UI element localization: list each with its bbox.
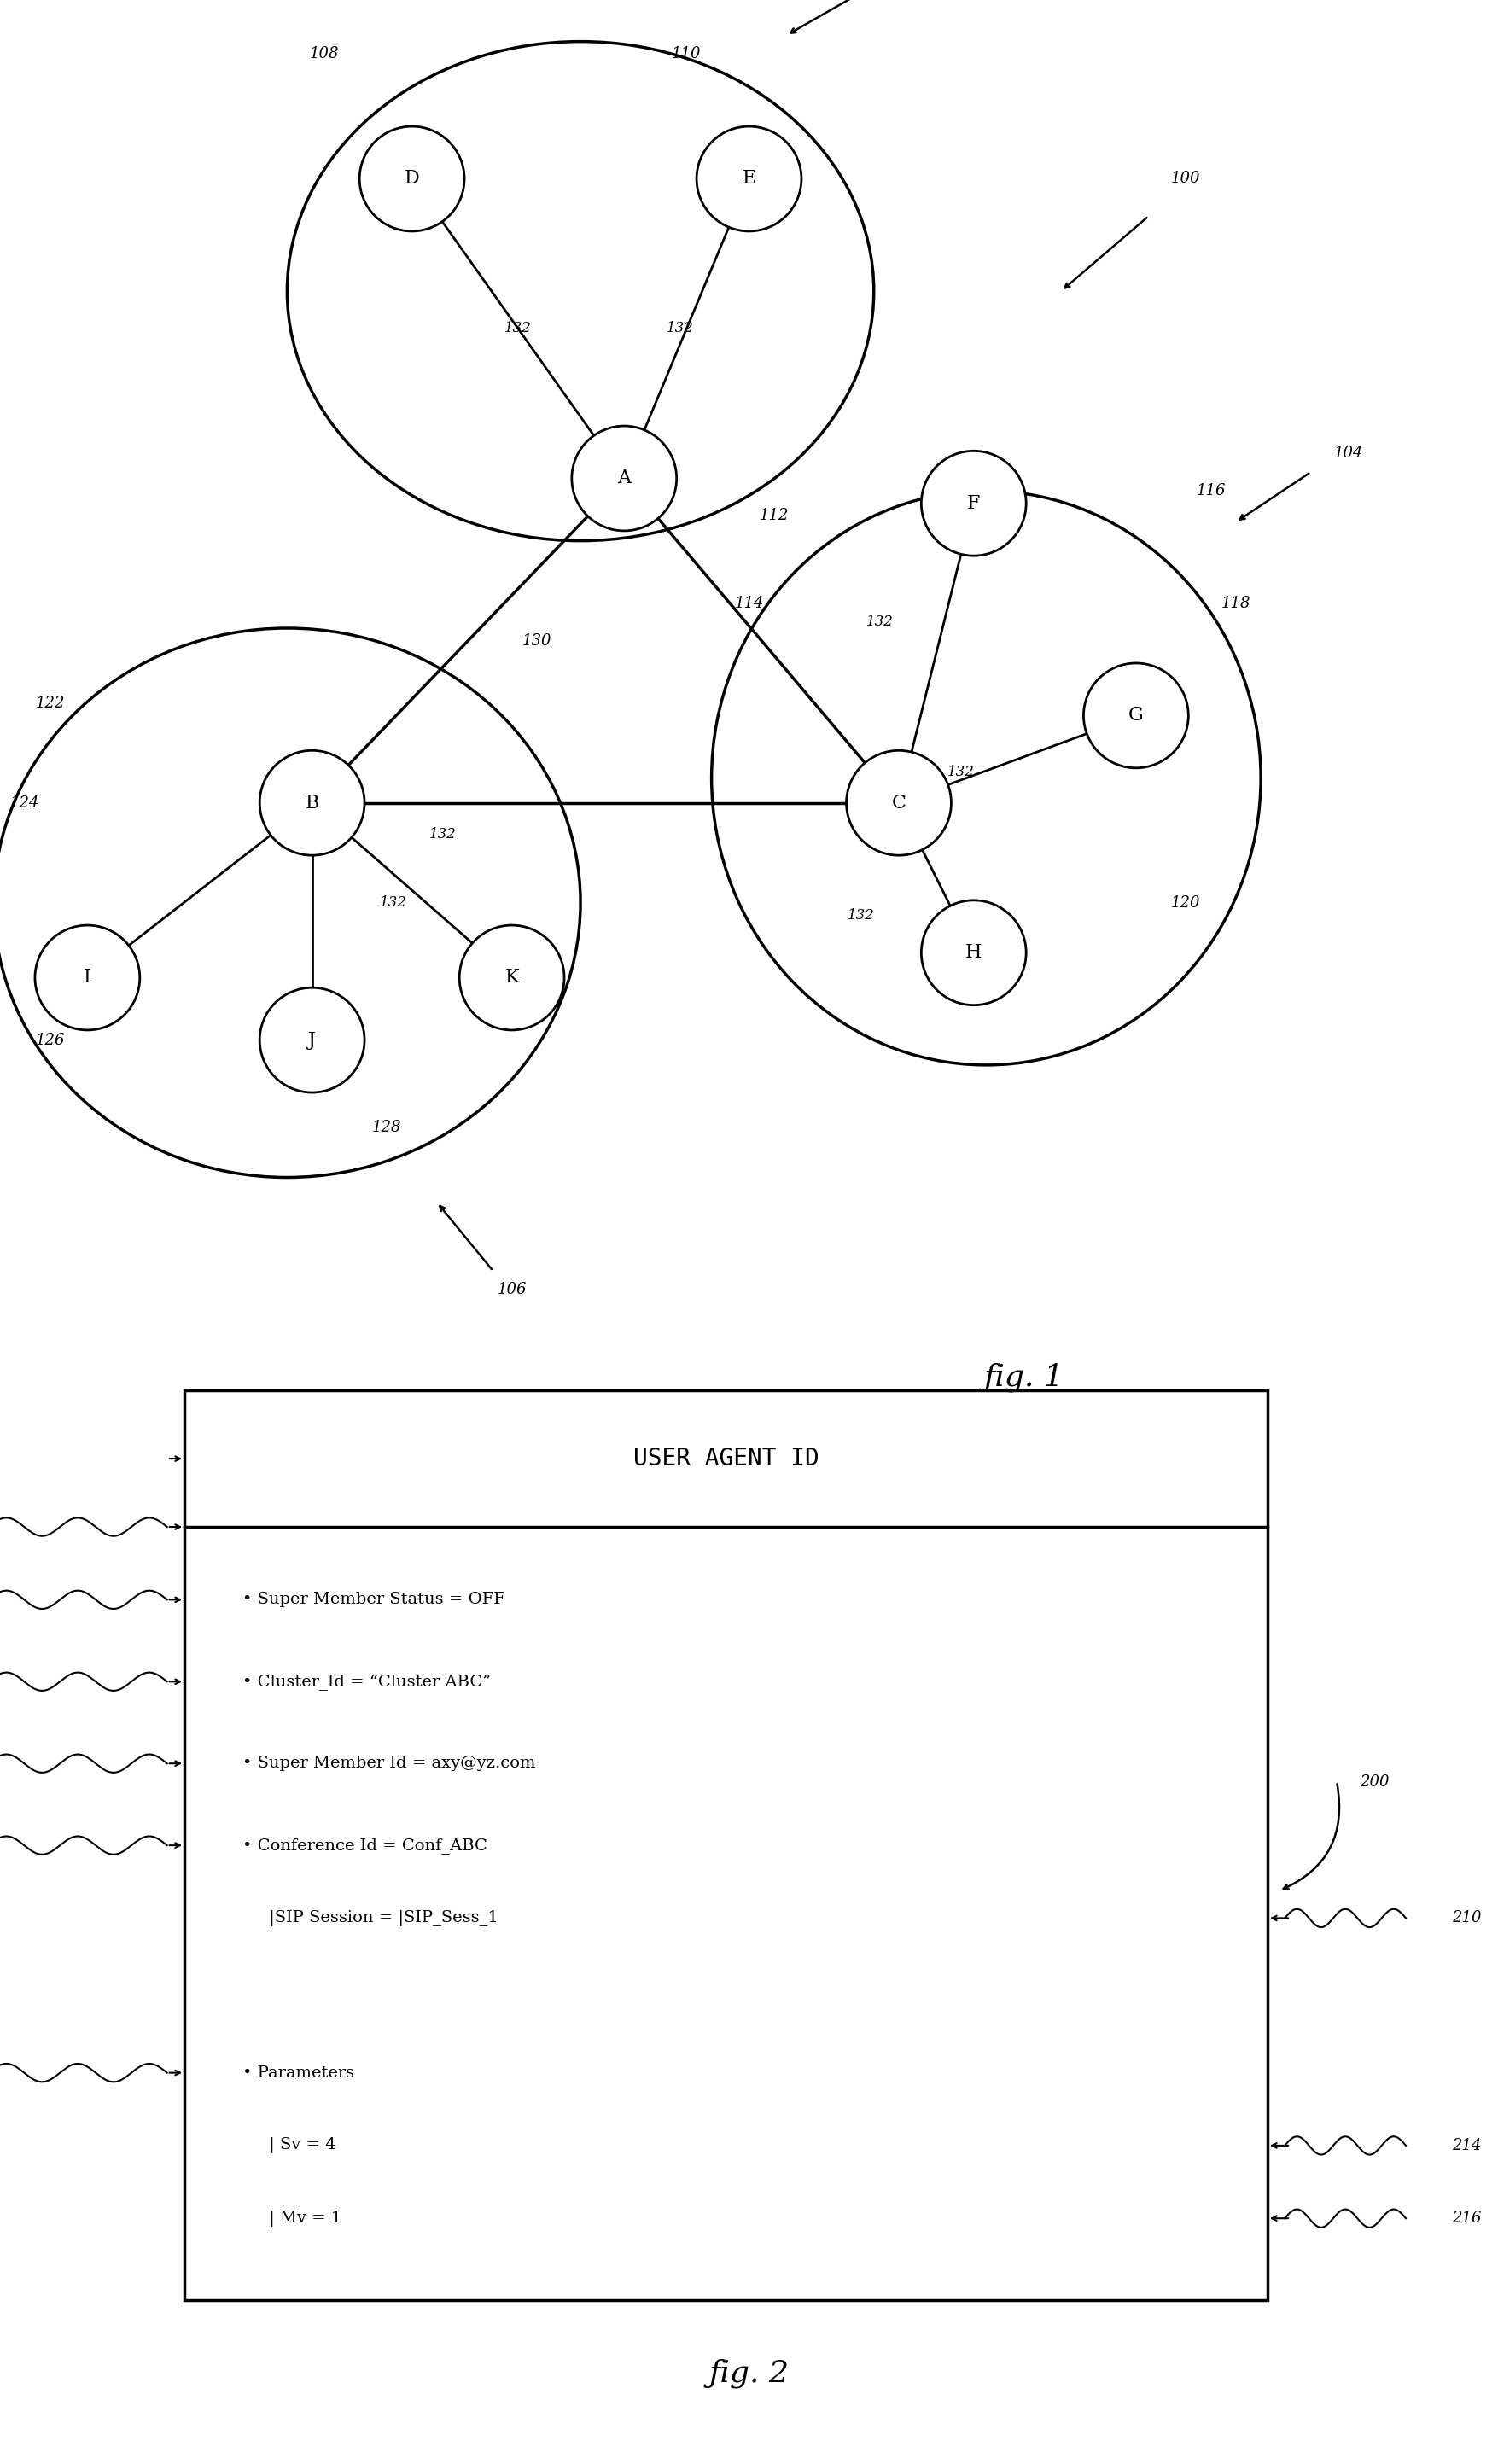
Text: 214: 214 — [1452, 2139, 1482, 2154]
Text: 132: 132 — [848, 909, 875, 922]
Circle shape — [921, 899, 1026, 1005]
Text: E: E — [742, 170, 756, 187]
Text: 216: 216 — [1452, 2210, 1482, 2225]
Text: J: J — [309, 1030, 316, 1050]
Text: USER AGENT ID: USER AGENT ID — [634, 1446, 819, 1471]
Text: 130: 130 — [523, 633, 551, 648]
Text: • Cluster_Id = “Cluster ABC”: • Cluster_Id = “Cluster ABC” — [243, 1673, 490, 1690]
Text: 126: 126 — [36, 1032, 64, 1047]
Text: 100: 100 — [1171, 170, 1200, 187]
Text: 104: 104 — [1333, 446, 1363, 461]
Bar — [184, 1390, 1267, 2301]
Text: 132: 132 — [866, 614, 894, 628]
Text: 132: 132 — [430, 828, 457, 840]
Text: 128: 128 — [373, 1119, 401, 1136]
Text: 132: 132 — [667, 320, 694, 335]
Text: 200: 200 — [1360, 1774, 1389, 1789]
Text: ƒig. 1: ƒig. 1 — [984, 1363, 1064, 1392]
Text: H: H — [965, 944, 983, 961]
Text: 108: 108 — [310, 47, 339, 62]
Circle shape — [259, 752, 364, 855]
Text: G: G — [1128, 707, 1143, 724]
Circle shape — [360, 126, 464, 232]
Circle shape — [572, 426, 677, 530]
Circle shape — [1083, 663, 1188, 769]
Text: 118: 118 — [1221, 596, 1251, 611]
Text: I: I — [84, 968, 91, 988]
Text: 106: 106 — [497, 1281, 526, 1299]
Text: 210: 210 — [1452, 1910, 1482, 1927]
Text: A: A — [617, 468, 631, 488]
Text: 124: 124 — [10, 796, 39, 811]
Text: 120: 120 — [1171, 894, 1200, 909]
Circle shape — [846, 752, 951, 855]
Text: • Super Member Id = axy@yz.com: • Super Member Id = axy@yz.com — [243, 1757, 535, 1772]
Text: • Super Member Status = OFF: • Super Member Status = OFF — [243, 1592, 505, 1607]
Text: • Conference Id = Conf_ABC: • Conference Id = Conf_ABC — [243, 1838, 487, 1853]
Circle shape — [460, 926, 565, 1030]
Text: 114: 114 — [734, 596, 764, 611]
Text: | Mv = 1: | Mv = 1 — [243, 2210, 342, 2227]
Circle shape — [259, 988, 364, 1092]
Text: F: F — [968, 493, 980, 513]
Text: 132: 132 — [948, 764, 975, 779]
Text: D: D — [404, 170, 419, 187]
Text: | Sv = 4: | Sv = 4 — [243, 2136, 336, 2154]
Text: K: K — [505, 968, 518, 988]
Text: 112: 112 — [759, 508, 788, 522]
Text: |SIP Session = |SIP_Sess_1: |SIP Session = |SIP_Sess_1 — [243, 1910, 497, 1927]
Circle shape — [34, 926, 139, 1030]
Text: 132: 132 — [505, 320, 532, 335]
Text: B: B — [306, 793, 319, 813]
Text: C: C — [891, 793, 906, 813]
Text: • Parameters: • Parameters — [243, 2065, 354, 2080]
Text: 110: 110 — [673, 47, 701, 62]
Text: 116: 116 — [1197, 483, 1225, 498]
Circle shape — [697, 126, 801, 232]
Text: ƒig. 2: ƒig. 2 — [709, 2358, 789, 2388]
Text: 122: 122 — [36, 695, 64, 710]
Circle shape — [921, 451, 1026, 557]
Text: 132: 132 — [379, 894, 407, 909]
